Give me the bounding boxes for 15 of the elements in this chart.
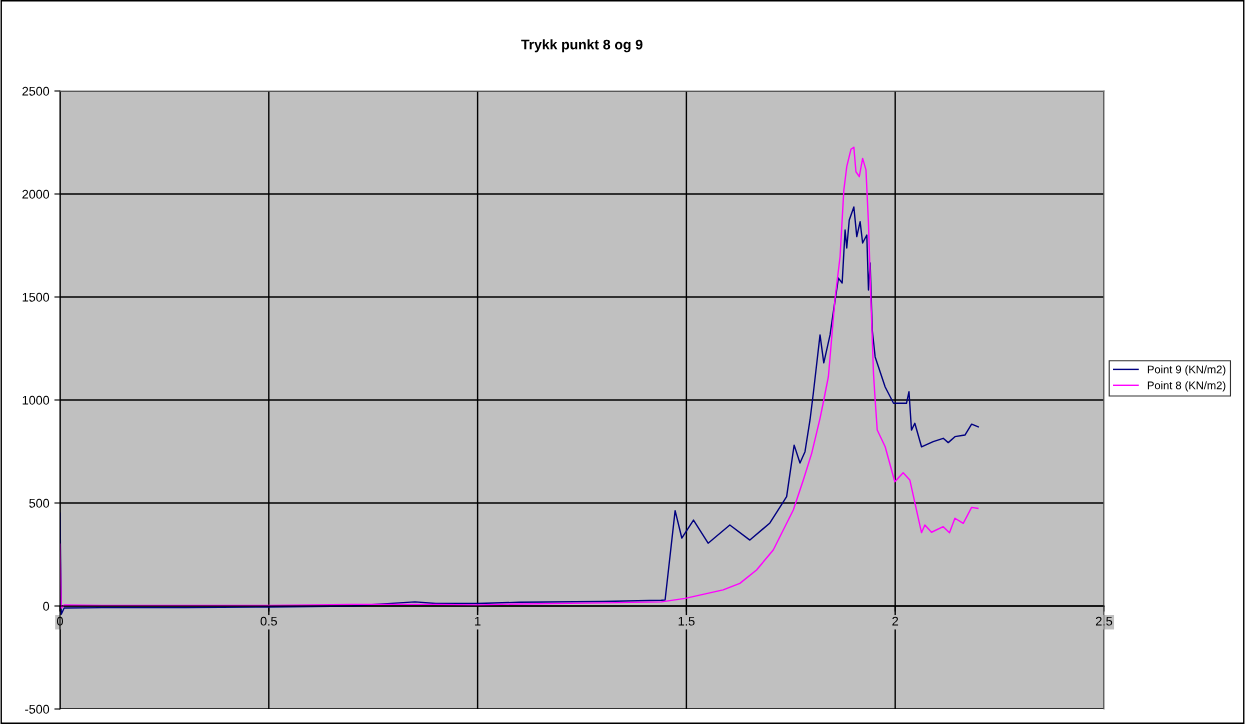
x-tick-label: 2 [892, 616, 899, 626]
chart-title: Trykk punkt 8 og 9 [521, 39, 643, 53]
x-tick-label: 1.5 [678, 616, 695, 626]
x-tick-label: 1 [475, 616, 481, 626]
y-tick-label: 2000 [22, 189, 50, 199]
x-tick-label: 2.5 [1095, 616, 1113, 626]
y-tick-label: -500 [25, 704, 50, 714]
x-tick-label: 0.5 [260, 616, 277, 626]
y-tick-label: 2500 [22, 86, 50, 96]
y-tick-label: 1000 [22, 395, 50, 405]
y-tick-label: 0 [43, 601, 50, 611]
y-tick-label: 500 [29, 498, 50, 508]
legend-label: Point 8 (KN/m2) [1147, 381, 1226, 392]
legend-label: Point 9 (KN/m2) [1147, 365, 1226, 376]
y-tick-label: 1500 [22, 292, 50, 302]
